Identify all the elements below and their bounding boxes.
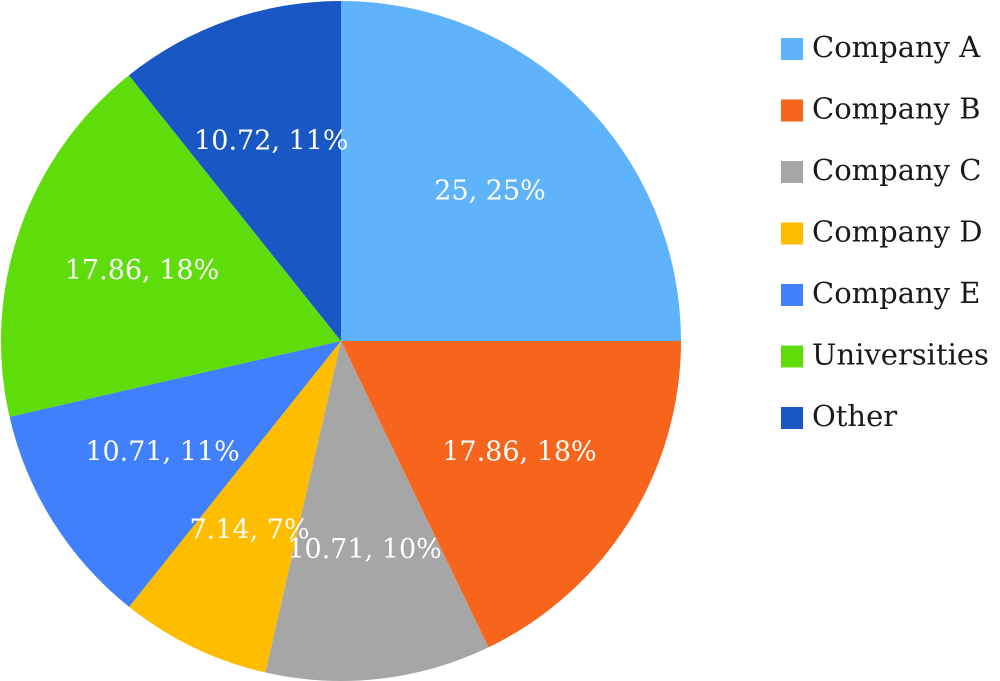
legend-label: Company B — [812, 92, 981, 126]
legend-item-company-b: Company B — [781, 92, 981, 126]
legend-swatch — [781, 38, 803, 60]
pie-slice-company-d — [129, 341, 341, 673]
data-label-company-c: 10.71, 10% — [287, 534, 441, 565]
legend-item-company-c: Company C — [781, 153, 981, 187]
data-label-company-a: 25, 25% — [434, 175, 546, 206]
legend-swatch — [781, 345, 803, 368]
legend-item-universities: Universities — [781, 338, 989, 372]
pie-slice-universities — [0, 75, 341, 417]
legend-item-other: Other — [781, 399, 897, 433]
pie-slice-company-c — [265, 341, 489, 681]
pie-slice-company-a — [341, 1, 681, 341]
legend-label: Company E — [812, 276, 980, 310]
legend-item-company-d: Company D — [781, 215, 983, 249]
data-label-universities: 17.86, 18% — [65, 255, 219, 286]
legend-label: Universities — [812, 338, 989, 372]
legend: Company A Company B Company C Company D Comp… — [781, 30, 989, 433]
legend-label: Company D — [812, 215, 983, 249]
pie-slice-company-b — [341, 341, 681, 648]
legend-item-company-a: Company A — [781, 30, 981, 64]
data-label-other: 10.72, 11% — [194, 126, 348, 157]
pie-slice-other — [128, 1, 341, 341]
pie-slices — [0, 1, 681, 681]
legend-label: Company A — [812, 30, 981, 64]
legend-label: Other — [812, 399, 897, 433]
legend-swatch — [781, 284, 803, 306]
legend-label: Company C — [812, 153, 981, 187]
legend-swatch — [781, 407, 803, 429]
legend-item-company-e: Company E — [781, 276, 980, 310]
data-label-company-d: 7.14, 7% — [190, 514, 310, 545]
data-label-company-e: 10.71, 11% — [85, 437, 239, 468]
legend-swatch — [781, 99, 803, 122]
legend-swatch — [781, 222, 803, 245]
legend-swatch — [781, 161, 803, 183]
data-label-company-b: 17.86, 18% — [442, 437, 596, 468]
slice-labels: 25, 25% 17.86, 18% 10.71, 10%7.14, 7% 10.71… — [65, 126, 597, 565]
pie-slice-company-e — [9, 341, 341, 607]
